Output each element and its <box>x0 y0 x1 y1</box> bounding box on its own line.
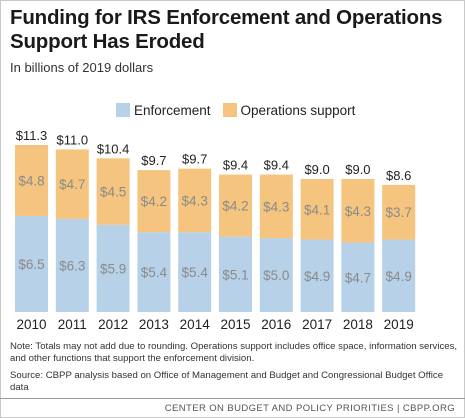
total-label-2016: $9.4 <box>264 158 289 173</box>
x-tick-label-2012: 2012 <box>98 317 128 332</box>
segment-label-enforcement-2017: $4.9 <box>304 269 330 284</box>
total-label-2012: $10.4 <box>97 141 130 156</box>
x-tick-label-2018: 2018 <box>343 317 373 332</box>
x-tick-label-2017: 2017 <box>302 317 332 332</box>
segment-label-operations-support-2017: $4.1 <box>304 202 330 217</box>
legend: Enforcement Operations support <box>116 102 367 118</box>
chart-note: Note: Totals may not add due to rounding… <box>10 341 458 365</box>
legend-swatch-operations-support <box>222 103 237 117</box>
x-tick-label-2010: 2010 <box>16 317 46 332</box>
bar-operations-support-2010 <box>15 145 48 216</box>
segment-label-enforcement-2011: $6.3 <box>59 258 85 273</box>
segment-label-enforcement-2014: $5.4 <box>182 265 209 280</box>
segment-label-operations-support-2013: $4.2 <box>141 194 167 209</box>
segment-label-operations-support-2011: $4.7 <box>59 177 85 192</box>
segment-label-operations-support-2010: $4.8 <box>18 173 44 188</box>
segment-label-operations-support-2014: $4.3 <box>182 193 208 208</box>
bar-operations-support-2016 <box>259 174 293 239</box>
segment-label-enforcement-2018: $4.7 <box>345 270 371 285</box>
segment-label-enforcement-2016: $5.0 <box>263 268 289 283</box>
segment-label-operations-support-2019: $3.7 <box>386 205 412 220</box>
segment-label-enforcement-2010: $6.5 <box>18 257 44 272</box>
bar-operations-support-2015 <box>219 174 252 237</box>
bar-operations-support-2018 <box>341 178 375 243</box>
x-tick-label-2019: 2019 <box>384 317 414 332</box>
legend-label-enforcement: Enforcement <box>134 102 211 118</box>
segment-label-enforcement-2013: $5.4 <box>141 265 168 280</box>
x-tick-label-2016: 2016 <box>261 317 291 332</box>
bar-enforcement-2018 <box>341 242 375 312</box>
chart-title: Funding for IRS Enforcement and Operatio… <box>10 6 443 53</box>
total-label-2018: $9.0 <box>345 162 370 177</box>
bar-enforcement-2015 <box>219 236 252 312</box>
footer-divider <box>0 398 465 399</box>
segment-label-operations-support-2018: $4.3 <box>345 204 371 219</box>
bar-operations-support-2011 <box>55 149 89 219</box>
bar-operations-support-2012 <box>96 158 130 225</box>
footer-credit: CENTER ON BUDGET AND POLICY PRIORITIES |… <box>164 403 455 414</box>
segment-label-operations-support-2016: $4.3 <box>263 199 289 214</box>
total-label-2019: $8.6 <box>386 168 411 183</box>
bar-enforcement-2012 <box>96 224 130 312</box>
bar-enforcement-2016 <box>259 238 293 312</box>
legend-item-operations-support: Operations support <box>222 102 356 118</box>
bar-enforcement-2011 <box>55 218 89 312</box>
bar-operations-support-2019 <box>382 184 416 240</box>
bar-enforcement-2019 <box>382 239 416 312</box>
bar-enforcement-2010 <box>15 215 48 312</box>
total-label-2013: $9.7 <box>141 153 166 168</box>
bar-chart: $6.5 $4.8 $11.3 2010 $6.3 $4.7 $11.0 2011 $5.9 $4… <box>15 128 416 332</box>
total-label-2017: $9.0 <box>304 162 329 177</box>
x-tick-label-2015: 2015 <box>220 317 250 332</box>
x-tick-label-2014: 2014 <box>180 317 211 332</box>
x-tick-label-2011: 2011 <box>58 317 87 332</box>
bar-operations-support-2014 <box>178 168 212 233</box>
total-label-2011: $11.0 <box>57 132 89 147</box>
segment-label-enforcement-2019: $4.9 <box>386 269 412 284</box>
bar-enforcement-2017 <box>300 239 334 312</box>
total-label-2015: $9.4 <box>223 158 248 173</box>
chart-subtitle: In billions of 2019 dollars <box>10 60 154 75</box>
bar-enforcement-2014 <box>178 232 212 312</box>
segment-label-enforcement-2012: $5.9 <box>100 261 126 276</box>
bar-operations-support-2013 <box>137 170 171 233</box>
x-tick-label-2013: 2013 <box>139 317 169 332</box>
bar-operations-support-2017 <box>300 178 334 240</box>
segment-label-operations-support-2015: $4.2 <box>222 199 248 214</box>
legend-swatch-enforcement <box>116 103 130 117</box>
chart-source: Source: CBPP analysis based on Office of… <box>10 370 444 394</box>
legend-item-enforcement: Enforcement <box>116 103 211 118</box>
segment-label-enforcement-2015: $5.1 <box>222 267 248 282</box>
bar-enforcement-2013 <box>137 232 171 312</box>
total-label-2010: $11.3 <box>16 128 48 143</box>
total-label-2014: $9.7 <box>182 152 207 167</box>
segment-label-operations-support-2012: $4.5 <box>100 185 126 200</box>
legend-label-operations-support: Operations support <box>240 102 356 118</box>
